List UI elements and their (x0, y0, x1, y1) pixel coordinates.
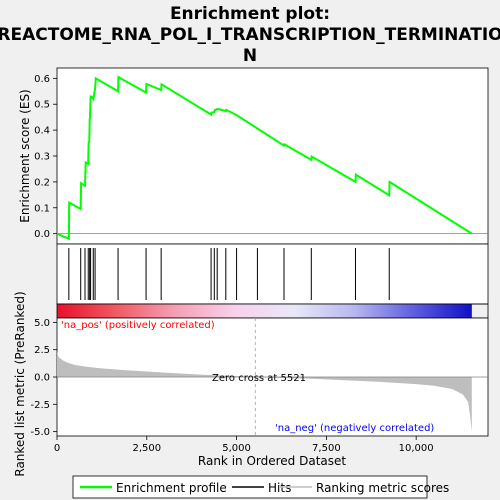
enrichment-profile-line (56, 75, 473, 241)
xtick-label: 5,000 (222, 443, 251, 454)
ranked-metric-x-ticks: 0 2,500 5,000 7,500 10,000 (54, 436, 434, 454)
es-ytick-label: 0.5 (34, 100, 50, 111)
xtick-label: 0 (54, 443, 60, 454)
metric-ytick-label: 5.0 (34, 318, 50, 329)
es-ytick-label: 0.2 (34, 177, 50, 188)
es-ytick-label: 0.1 (34, 203, 50, 214)
legend-ranking-label: Ranking metric scores (316, 481, 449, 495)
metric-ytick-label: 0.0 (34, 373, 50, 384)
es-ytick-label: 0.3 (34, 152, 50, 163)
zero-cross-label: Zero cross at 5521 (212, 373, 306, 384)
legend-enrichment-label: Enrichment profile (116, 481, 227, 495)
xtick-label: 2,500 (132, 443, 161, 454)
chart-title-line-3: N (243, 46, 257, 66)
ranked-metric-y-axis-label: Ranked list metric (PreRanked) (13, 291, 27, 476)
hit-lines (68, 248, 390, 300)
enrichment-y-ticks: 0.0 0.1 0.2 0.3 0.4 0.5 0.6 (34, 74, 57, 240)
ranked-metric-y-ticks: -5.0 -2.5 0.0 2.5 5.0 (30, 318, 57, 438)
chart-title-line-2: REACTOME_RNA_POL_I_TRANSCRIPTION_TERMINA… (0, 25, 500, 45)
neg-correlated-label: 'na_neg' (negatively correlated) (275, 423, 434, 434)
hits-panel-frame (56, 243, 489, 305)
metric-ytick-label: -5.0 (30, 427, 50, 438)
enrichment-y-axis-label: Enrichment score (ES) (18, 89, 32, 222)
es-ytick-label: 0.6 (34, 74, 50, 85)
legend-hits-label: Hits (268, 481, 291, 495)
chart-title-line-1: Enrichment plot: (170, 4, 330, 24)
pos-correlated-label: 'na_pos' (positively correlated) (61, 320, 215, 331)
x-axis-label: Rank in Ordered Dataset (198, 454, 346, 468)
metric-ytick-label: -2.5 (30, 400, 50, 411)
es-ytick-label: 0.4 (34, 126, 50, 137)
xtick-label: 7,500 (312, 443, 341, 454)
xtick-label: 10,000 (399, 443, 434, 454)
ranked-list-heatbar (57, 304, 472, 318)
enrichment-panel-frame (56, 67, 489, 245)
metric-ytick-label: 2.5 (34, 345, 50, 356)
es-ytick-label: 0.0 (34, 229, 50, 240)
